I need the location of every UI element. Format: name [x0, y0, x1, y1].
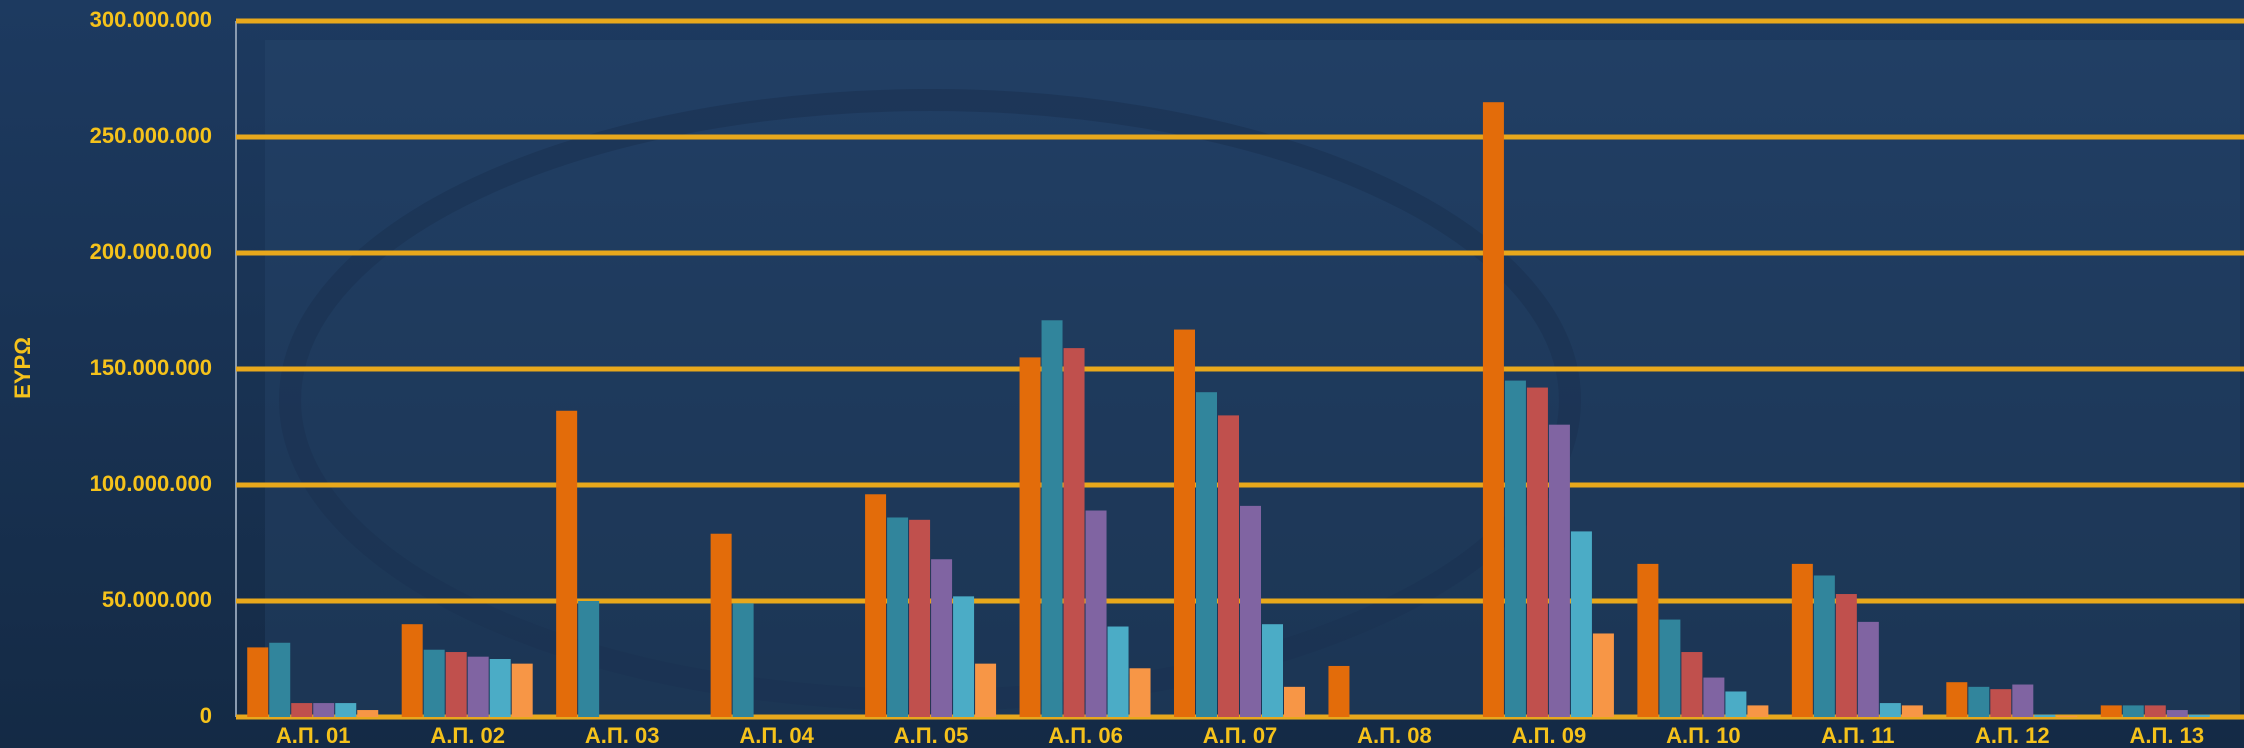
bar [1085, 510, 1107, 717]
bar [2166, 710, 2188, 717]
bar [1659, 619, 1681, 717]
x-tick-label: Α.Π. 05 [894, 723, 969, 748]
y-axis-label: ΕΥΡΩ [10, 337, 35, 399]
bar [2122, 705, 2144, 717]
bar [1526, 387, 1548, 717]
bar [1703, 677, 1725, 717]
y-tick-label: 100.000.000 [90, 471, 212, 496]
bar [423, 649, 445, 717]
bar [2144, 705, 2166, 717]
bar [2056, 715, 2078, 717]
bar [1218, 415, 1239, 717]
bar [1548, 424, 1570, 717]
bar [1813, 575, 1835, 717]
x-tick-label: Α.Π. 08 [1357, 723, 1432, 748]
bar [1901, 705, 1923, 717]
y-tick-label: 200.000.000 [90, 239, 212, 264]
bar [1240, 505, 1261, 717]
bar [291, 703, 313, 717]
bar [1879, 703, 1901, 717]
x-tick-label: Α.Π. 02 [430, 723, 505, 748]
x-tick-label: Α.Π. 07 [1203, 723, 1278, 748]
x-tick-label: Α.Π. 13 [2129, 723, 2204, 748]
bar [1107, 626, 1129, 717]
x-tick-label: Α.Π. 10 [1666, 723, 1741, 748]
bar [732, 603, 754, 717]
bar [1681, 652, 1703, 717]
bar [931, 559, 953, 717]
bar [1637, 563, 1659, 717]
y-tick-label: 300.000.000 [90, 7, 212, 32]
y-tick-label: 250.000.000 [90, 123, 212, 148]
x-tick-label: Α.Π. 03 [585, 723, 660, 748]
bar [1747, 705, 1769, 717]
y-tick-label: 50.000.000 [102, 587, 212, 612]
bar [1835, 594, 1857, 717]
y-tick-label: 150.000.000 [90, 355, 212, 380]
bar [1946, 682, 1968, 717]
bar [2012, 684, 2034, 717]
bar [2034, 714, 2056, 717]
bar [953, 596, 975, 717]
bar [1570, 531, 1592, 717]
bar [489, 659, 511, 717]
bar [1196, 392, 1217, 717]
bar [1063, 348, 1085, 717]
bar [335, 703, 357, 717]
bar [1857, 621, 1879, 717]
bar [909, 519, 931, 717]
bar [1504, 380, 1526, 717]
bar [445, 652, 467, 717]
bar [1129, 668, 1151, 717]
x-tick-label: Α.Π. 01 [276, 723, 351, 748]
x-tick-label: Α.Π. 04 [739, 723, 814, 748]
bar [578, 601, 600, 717]
bar [556, 410, 578, 717]
bar [710, 533, 732, 717]
x-tick-label: Α.Π. 12 [1975, 723, 2050, 748]
bar [1968, 686, 1990, 717]
bar [1262, 624, 1283, 717]
bar [1041, 320, 1063, 717]
bar [1592, 633, 1614, 717]
bar [1791, 563, 1813, 717]
bar [887, 517, 909, 717]
bar [1174, 329, 1195, 717]
bar [2100, 705, 2122, 717]
x-tick-label: Α.Π. 09 [1512, 723, 1587, 748]
bar [401, 624, 423, 717]
x-tick-label: Α.Π. 11 [1821, 723, 1894, 748]
bar [1328, 665, 1350, 717]
y-tick-label: 0 [200, 703, 212, 728]
bar [247, 647, 269, 717]
bar [357, 710, 379, 717]
bar [2188, 714, 2210, 717]
bar [269, 642, 291, 717]
bar [1482, 102, 1504, 717]
bar [1284, 686, 1305, 717]
bar [1990, 689, 2012, 717]
bar [313, 703, 335, 717]
bar [511, 663, 533, 717]
bar [1725, 691, 1747, 717]
bar [467, 656, 489, 717]
x-tick-label: Α.Π. 06 [1048, 723, 1123, 748]
bar [865, 494, 887, 717]
bar [975, 663, 997, 717]
bar [1019, 357, 1041, 717]
